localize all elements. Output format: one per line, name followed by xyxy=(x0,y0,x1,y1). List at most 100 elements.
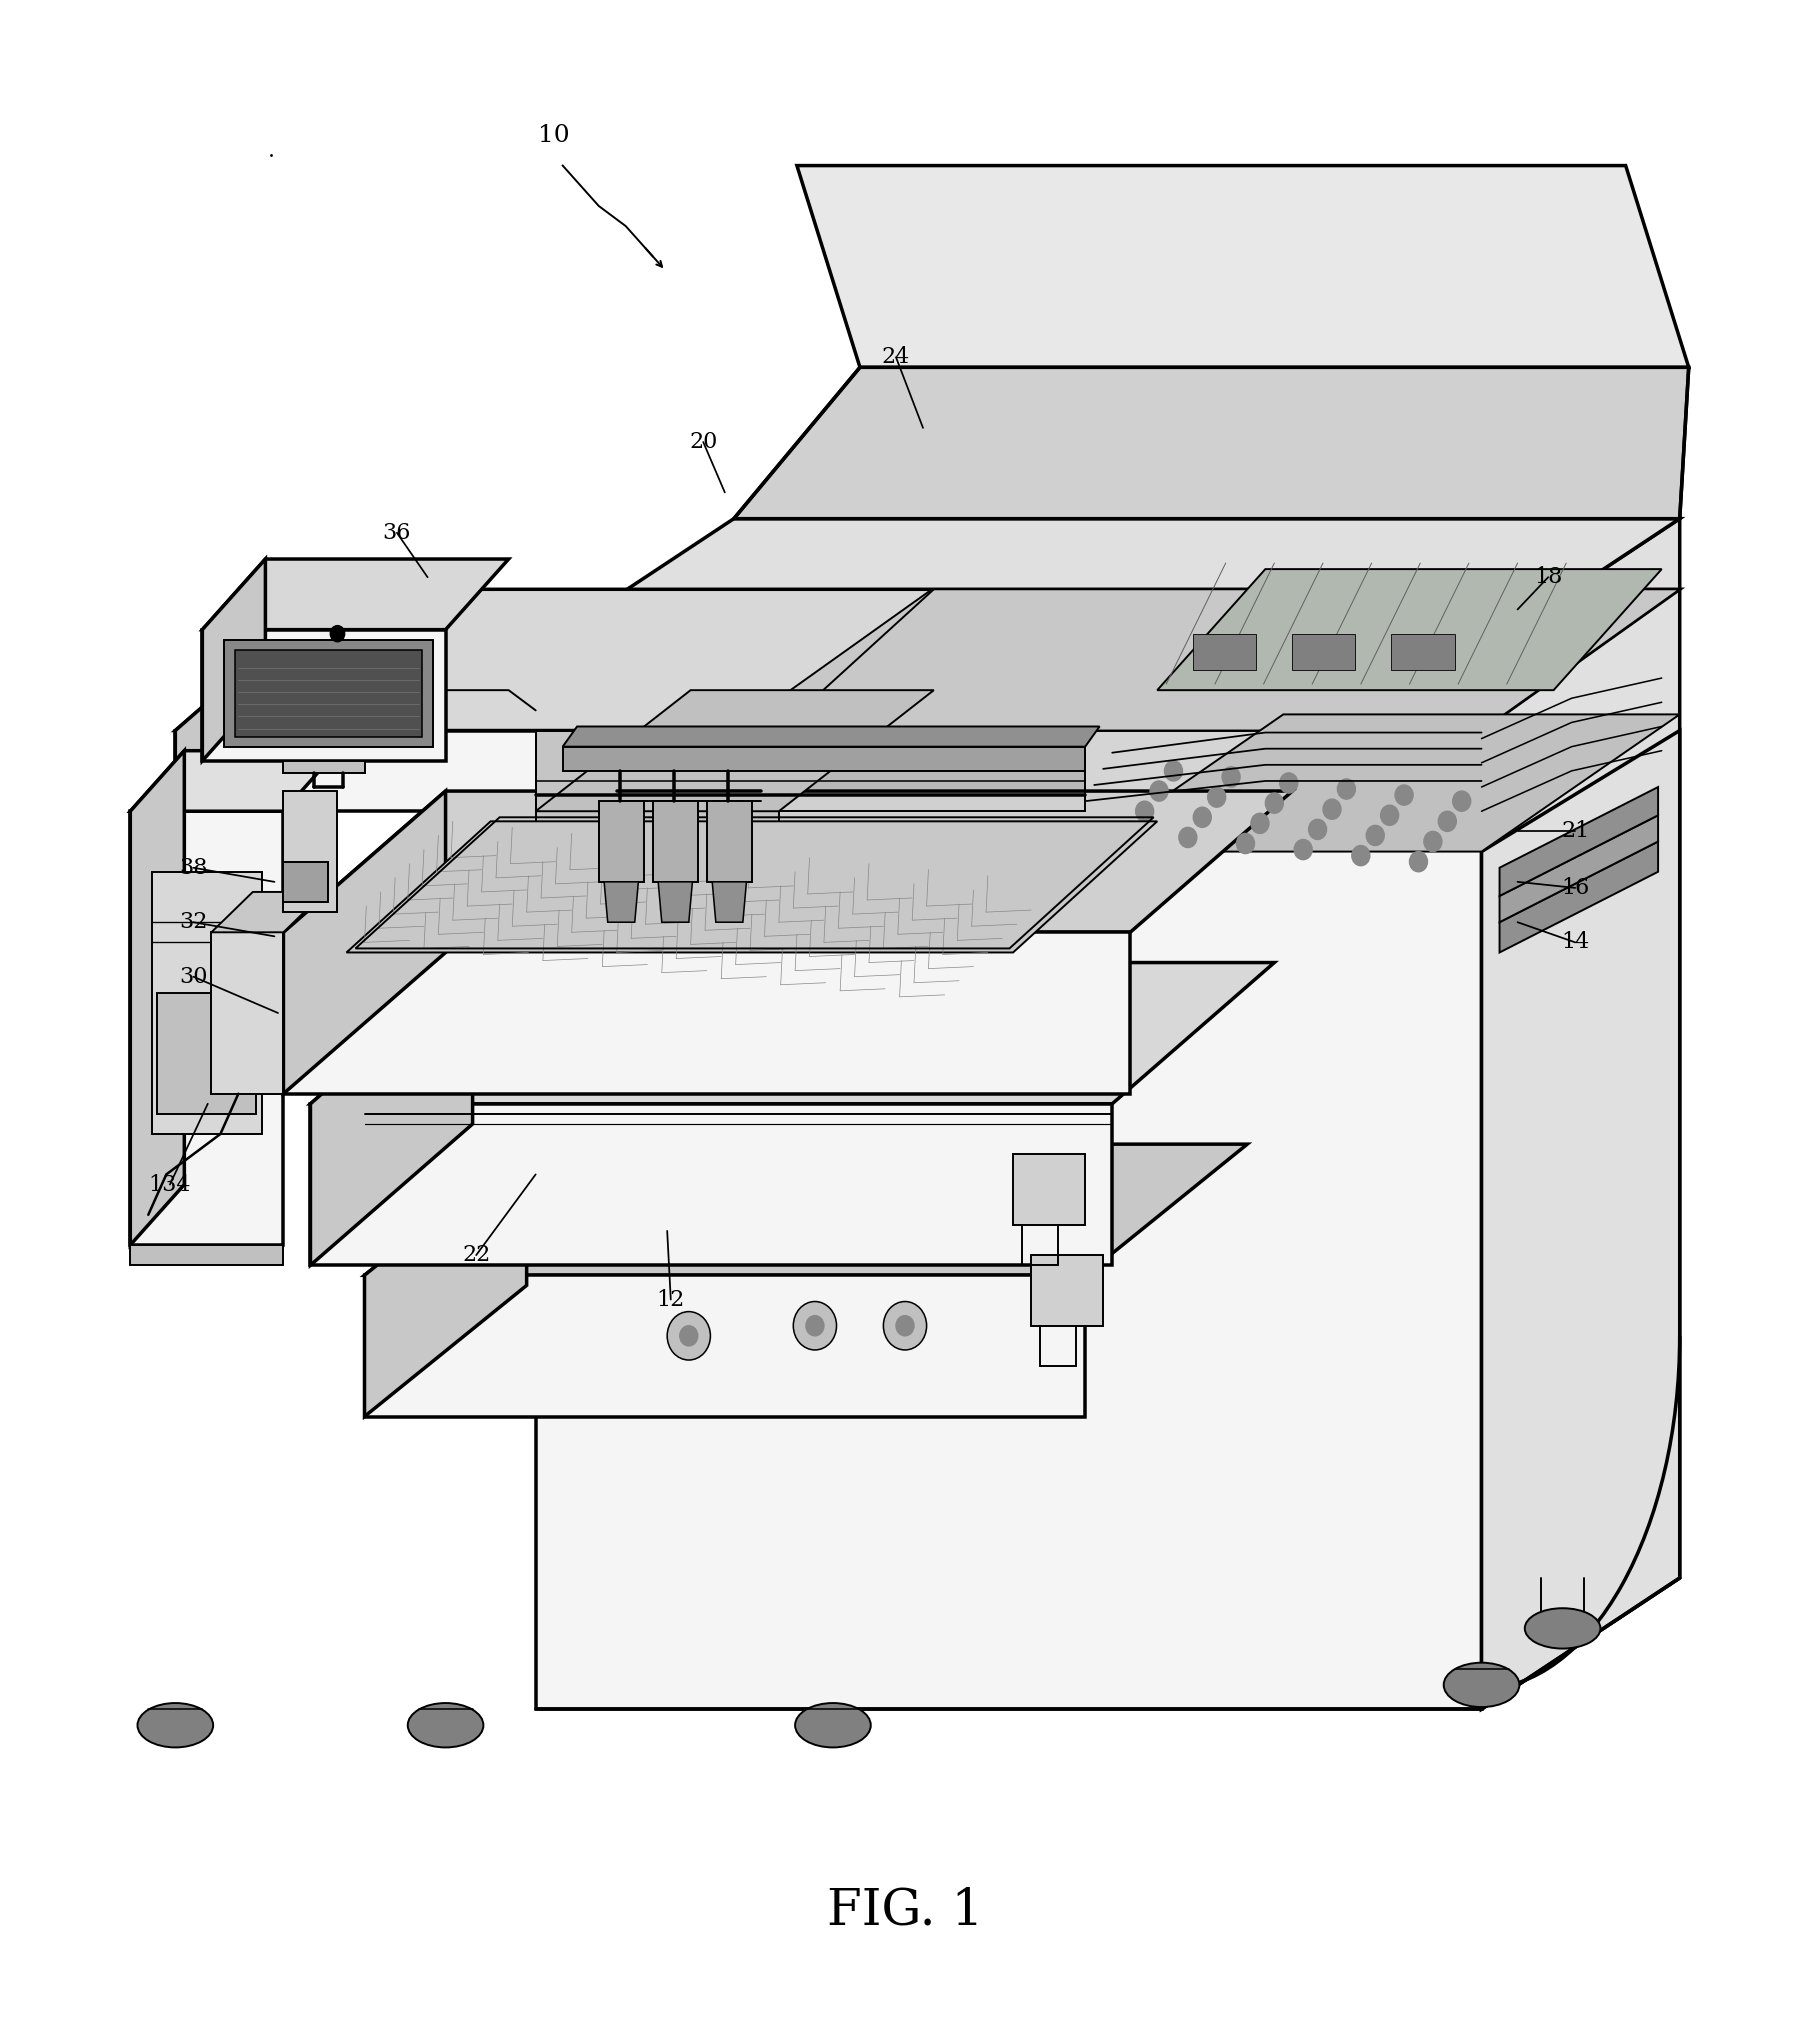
Circle shape xyxy=(1193,806,1211,827)
Polygon shape xyxy=(152,871,262,1135)
Circle shape xyxy=(1323,798,1341,819)
Circle shape xyxy=(1120,821,1138,841)
Polygon shape xyxy=(224,640,433,748)
Polygon shape xyxy=(311,1104,1111,1264)
Text: 134: 134 xyxy=(148,1173,192,1195)
Circle shape xyxy=(1367,825,1385,845)
Polygon shape xyxy=(284,762,364,772)
Polygon shape xyxy=(176,590,1680,731)
Circle shape xyxy=(1424,831,1443,851)
Polygon shape xyxy=(1014,1155,1086,1226)
Polygon shape xyxy=(203,630,445,762)
Polygon shape xyxy=(711,881,746,922)
Polygon shape xyxy=(536,650,1482,1710)
Ellipse shape xyxy=(795,1704,871,1748)
Polygon shape xyxy=(733,590,1680,731)
Text: 38: 38 xyxy=(179,857,208,879)
Polygon shape xyxy=(536,731,1482,810)
Polygon shape xyxy=(364,1145,1247,1274)
Bar xyxy=(1392,634,1455,671)
Text: 10: 10 xyxy=(538,124,570,146)
Circle shape xyxy=(1222,768,1240,786)
Polygon shape xyxy=(311,962,1274,1104)
Circle shape xyxy=(1265,792,1283,812)
Polygon shape xyxy=(346,821,1157,952)
Polygon shape xyxy=(311,962,472,1264)
Text: 12: 12 xyxy=(657,1289,684,1311)
Text: 24: 24 xyxy=(881,346,910,369)
Circle shape xyxy=(883,1301,927,1349)
Circle shape xyxy=(1338,778,1356,798)
Ellipse shape xyxy=(407,1704,483,1748)
Circle shape xyxy=(1207,786,1225,806)
Text: 30: 30 xyxy=(179,966,208,989)
Circle shape xyxy=(896,1315,914,1335)
Polygon shape xyxy=(653,800,699,881)
Text: FIG. 1: FIG. 1 xyxy=(827,1886,983,1935)
Polygon shape xyxy=(130,752,185,1246)
Circle shape xyxy=(1381,804,1399,825)
Circle shape xyxy=(681,1325,699,1345)
Text: 36: 36 xyxy=(382,523,411,543)
Polygon shape xyxy=(212,932,284,1094)
Polygon shape xyxy=(1482,731,1680,1710)
Polygon shape xyxy=(536,731,778,851)
Polygon shape xyxy=(176,590,337,810)
Polygon shape xyxy=(563,727,1100,748)
Polygon shape xyxy=(599,800,644,881)
Polygon shape xyxy=(605,881,639,922)
Circle shape xyxy=(1410,851,1428,871)
Polygon shape xyxy=(157,993,257,1114)
Polygon shape xyxy=(536,691,934,810)
Polygon shape xyxy=(1499,841,1658,952)
Circle shape xyxy=(805,1315,824,1335)
Text: 21: 21 xyxy=(1560,821,1589,843)
Polygon shape xyxy=(1499,786,1658,895)
Polygon shape xyxy=(364,1145,527,1416)
Polygon shape xyxy=(1499,814,1658,922)
Polygon shape xyxy=(1157,569,1662,691)
Polygon shape xyxy=(284,790,1292,932)
Polygon shape xyxy=(796,166,1689,367)
Polygon shape xyxy=(284,861,328,902)
Circle shape xyxy=(1251,812,1269,833)
Circle shape xyxy=(1164,762,1182,780)
Polygon shape xyxy=(284,932,1129,1094)
Bar xyxy=(1292,634,1356,671)
Polygon shape xyxy=(284,790,337,912)
Polygon shape xyxy=(212,891,324,932)
Text: 18: 18 xyxy=(1535,565,1562,588)
Polygon shape xyxy=(659,881,693,922)
Polygon shape xyxy=(536,519,1680,650)
Circle shape xyxy=(1352,845,1370,865)
Polygon shape xyxy=(733,367,1689,519)
Polygon shape xyxy=(203,559,509,630)
Polygon shape xyxy=(708,800,751,881)
Polygon shape xyxy=(1032,1256,1102,1325)
Circle shape xyxy=(1439,810,1457,831)
Ellipse shape xyxy=(1524,1609,1600,1649)
Circle shape xyxy=(1236,833,1254,853)
Circle shape xyxy=(793,1301,836,1349)
Circle shape xyxy=(1135,800,1153,821)
Polygon shape xyxy=(563,748,1086,770)
Circle shape xyxy=(668,1311,710,1359)
Text: 14: 14 xyxy=(1560,932,1589,954)
Circle shape xyxy=(329,626,344,642)
Polygon shape xyxy=(235,650,422,737)
Ellipse shape xyxy=(1444,1663,1519,1708)
Polygon shape xyxy=(203,559,266,762)
Circle shape xyxy=(1309,819,1327,839)
Text: 22: 22 xyxy=(462,1244,491,1266)
Ellipse shape xyxy=(138,1704,214,1748)
Circle shape xyxy=(1178,827,1196,847)
Circle shape xyxy=(1396,784,1414,804)
Polygon shape xyxy=(1482,519,1680,1710)
Polygon shape xyxy=(130,810,284,1246)
Circle shape xyxy=(1453,790,1472,810)
Polygon shape xyxy=(176,731,1482,810)
Circle shape xyxy=(1280,772,1298,792)
Polygon shape xyxy=(130,1246,284,1264)
Bar xyxy=(1193,634,1256,671)
Polygon shape xyxy=(1086,715,1680,851)
